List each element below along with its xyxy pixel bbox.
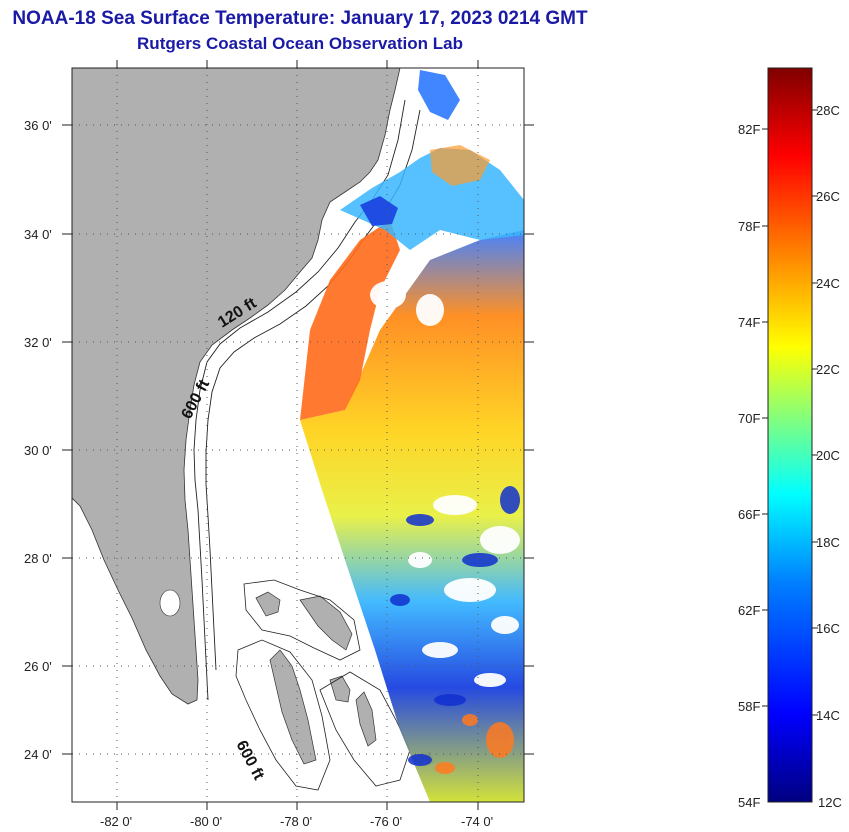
colorbar-c-label: 16C — [816, 621, 840, 636]
colorbar-f-label: 78F — [738, 219, 760, 234]
colorbar-c-label: 26C — [816, 189, 840, 204]
map-panel: 120 ft 600 ft 600 ft — [72, 68, 524, 802]
us-mainland-landmass — [72, 68, 401, 705]
colorbar-f-label: 54F — [738, 795, 760, 810]
bahamas-islands — [255, 591, 435, 767]
colorbar-c-label: 18C — [816, 535, 840, 550]
colorbar-c-label: 24C — [816, 276, 840, 291]
colorbar-f-label: 70F — [738, 411, 760, 426]
colorbar-c-label: 14C — [816, 708, 840, 723]
lon-tick-label: -78 0' — [280, 814, 312, 829]
lat-tick-label: 24 0' — [24, 747, 52, 762]
lat-tick-label: 32 0' — [24, 335, 52, 350]
colorbar-c-label: 20C — [816, 448, 840, 463]
colorbar-c-label: 12C — [818, 795, 842, 810]
colorbar-f-label: 66F — [738, 507, 760, 522]
lat-tick-label: 28 0' — [24, 551, 52, 566]
lat-tick-label: 34 0' — [24, 227, 52, 242]
map-title: NOAA-18 Sea Surface Temperature: January… — [12, 8, 588, 29]
colorbar-c-label: 28C — [816, 103, 840, 118]
lat-tick-label: 36 0' — [24, 118, 52, 133]
map-subtitle: Rutgers Coastal Ocean Observation Lab — [137, 34, 463, 53]
colorbar-f-label: 58F — [738, 699, 760, 714]
latitude-labels: 36 0' 34 0' 32 0' 30 0' 28 0' 26 0' 24 0… — [24, 118, 52, 762]
colorbar-c-label: 22C — [816, 362, 840, 377]
bahamas-bank-contours — [235, 579, 411, 791]
colorbar-f-label: 74F — [738, 315, 760, 330]
colorbar-gradient — [767, 67, 813, 803]
lon-tick-label: -74 0' — [461, 814, 493, 829]
longitude-labels: -82 0' -80 0' -78 0' -76 0' -74 0' — [100, 814, 493, 829]
lon-tick-label: -76 0' — [370, 814, 402, 829]
lon-tick-label: -80 0' — [190, 814, 222, 829]
lake-okeechobee — [159, 589, 181, 617]
lat-tick-label: 30 0' — [24, 443, 52, 458]
colorbar-f-label: 82F — [738, 122, 760, 137]
lon-tick-label: -82 0' — [100, 814, 132, 829]
colorbar-f-label: 62F — [738, 603, 760, 618]
map-border — [71, 67, 525, 803]
temperature-colorbar: 82F 78F 74F 70F 66F 62F 58F 54F 28C 26C … — [738, 67, 842, 810]
lat-tick-label: 26 0' — [24, 659, 52, 674]
frame-ticks — [62, 60, 534, 810]
